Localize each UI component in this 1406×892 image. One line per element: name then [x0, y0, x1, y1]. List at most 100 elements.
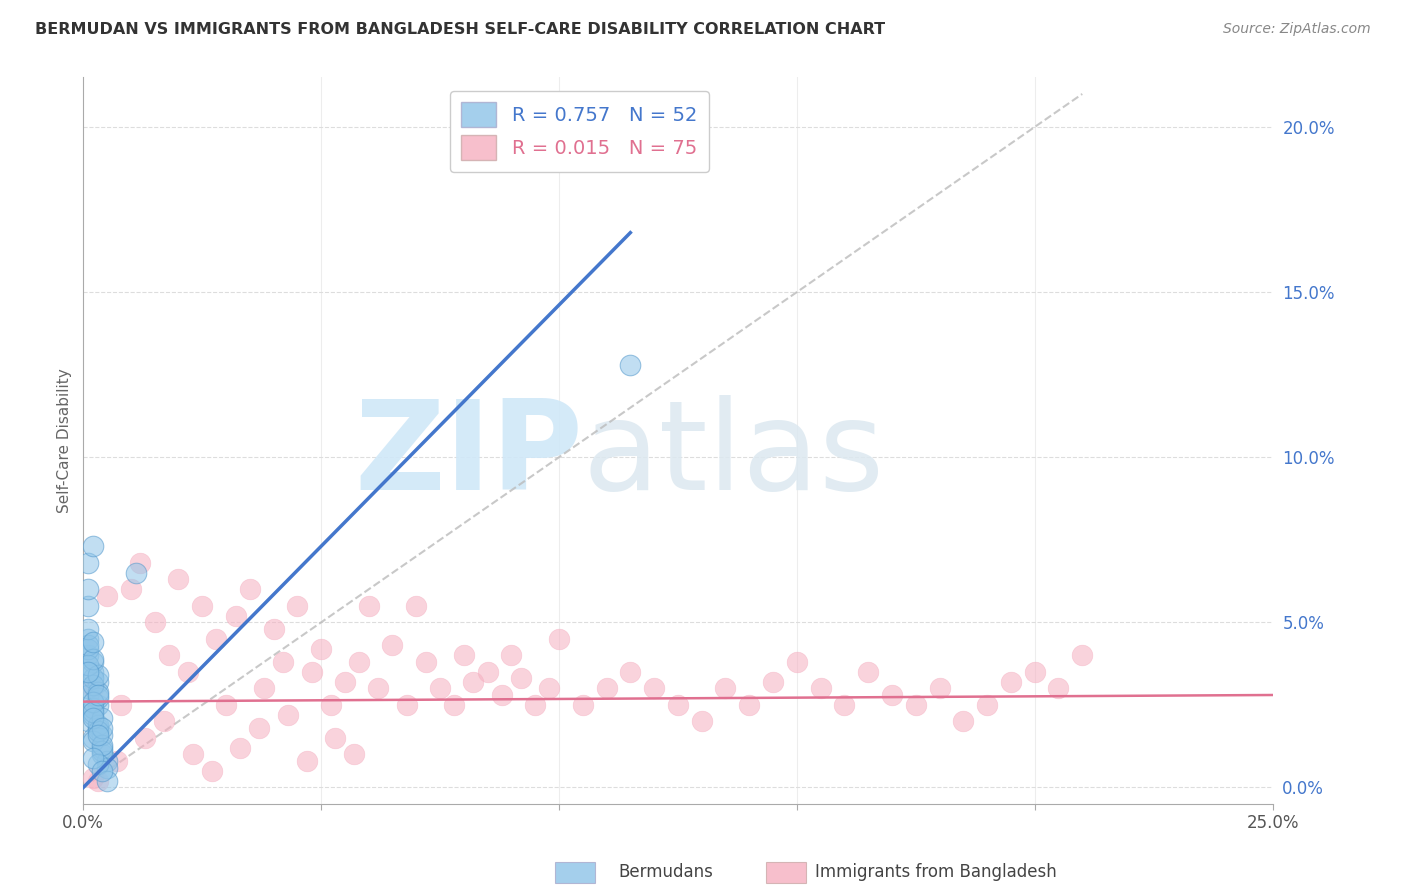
- Point: [77, 582, 100, 597]
- Point: [110, 698, 132, 712]
- Point: [538, 681, 561, 696]
- Point: [77, 681, 100, 696]
- Point: [325, 731, 347, 745]
- Point: [86, 684, 108, 698]
- Point: [82, 701, 104, 715]
- Point: [86, 721, 108, 735]
- Point: [86, 691, 108, 706]
- Point: [510, 672, 533, 686]
- Point: [86, 728, 108, 742]
- Point: [666, 698, 689, 712]
- Point: [463, 674, 485, 689]
- Point: [91, 764, 114, 778]
- Point: [1071, 648, 1094, 663]
- Point: [239, 582, 262, 597]
- Point: [357, 599, 380, 613]
- Point: [86, 674, 108, 689]
- Point: [82, 655, 104, 669]
- Point: [91, 740, 114, 755]
- Point: [367, 681, 389, 696]
- Text: atlas: atlas: [582, 395, 884, 516]
- Point: [82, 651, 104, 665]
- Point: [77, 599, 100, 613]
- Point: [96, 761, 118, 775]
- Point: [786, 655, 808, 669]
- Point: [347, 655, 370, 669]
- Point: [395, 698, 418, 712]
- Point: [201, 764, 224, 778]
- Point: [82, 750, 104, 764]
- Point: [643, 681, 665, 696]
- Point: [82, 707, 104, 722]
- Point: [714, 681, 737, 696]
- Point: [595, 681, 617, 696]
- Point: [181, 747, 204, 762]
- Point: [429, 681, 451, 696]
- Point: [77, 648, 100, 663]
- Point: [343, 747, 366, 762]
- Point: [82, 678, 104, 692]
- Point: [191, 599, 214, 613]
- Point: [405, 599, 427, 613]
- Point: [91, 711, 114, 725]
- Point: [82, 635, 104, 649]
- Point: [82, 681, 104, 696]
- Point: [167, 573, 190, 587]
- Point: [120, 582, 142, 597]
- Point: [810, 681, 832, 696]
- Point: [928, 681, 950, 696]
- Point: [82, 695, 104, 709]
- Point: [105, 754, 128, 768]
- Point: [880, 688, 903, 702]
- Point: [91, 747, 114, 762]
- Point: [86, 757, 108, 772]
- Y-axis label: Self-Care Disability: Self-Care Disability: [58, 368, 72, 513]
- Text: ZIP: ZIP: [354, 395, 582, 516]
- Point: [453, 648, 475, 663]
- Point: [86, 668, 108, 682]
- Point: [285, 599, 308, 613]
- Point: [1000, 674, 1022, 689]
- Point: [96, 754, 118, 768]
- Point: [333, 674, 356, 689]
- Point: [856, 665, 879, 679]
- Point: [247, 721, 270, 735]
- Point: [619, 665, 641, 679]
- Point: [157, 648, 180, 663]
- Point: [143, 615, 166, 630]
- Point: [225, 608, 247, 623]
- Point: [86, 698, 108, 712]
- Point: [205, 632, 228, 646]
- Point: [319, 698, 342, 712]
- Text: Bermudans: Bermudans: [619, 863, 713, 881]
- Point: [82, 540, 104, 554]
- Point: [253, 681, 276, 696]
- Point: [77, 622, 100, 636]
- Legend: R = 0.757   N = 52, R = 0.015   N = 75: R = 0.757 N = 52, R = 0.015 N = 75: [450, 91, 709, 172]
- Point: [215, 698, 238, 712]
- Point: [952, 714, 974, 729]
- Point: [619, 358, 641, 372]
- Text: Immigrants from Bangladesh: Immigrants from Bangladesh: [815, 863, 1057, 881]
- Point: [86, 724, 108, 739]
- Point: [443, 698, 465, 712]
- Point: [86, 688, 108, 702]
- Point: [91, 744, 114, 758]
- Point: [295, 754, 318, 768]
- Point: [904, 698, 927, 712]
- Point: [229, 740, 252, 755]
- Point: [415, 655, 437, 669]
- Point: [77, 641, 100, 656]
- Point: [124, 566, 146, 580]
- Point: [738, 698, 761, 712]
- Point: [524, 698, 547, 712]
- Point: [762, 674, 785, 689]
- Point: [82, 734, 104, 748]
- Point: [571, 698, 593, 712]
- Point: [271, 655, 294, 669]
- Text: BERMUDAN VS IMMIGRANTS FROM BANGLADESH SELF-CARE DISABILITY CORRELATION CHART: BERMUDAN VS IMMIGRANTS FROM BANGLADESH S…: [35, 22, 886, 37]
- Point: [129, 556, 152, 570]
- Point: [301, 665, 323, 679]
- Point: [77, 632, 100, 646]
- Point: [86, 773, 108, 788]
